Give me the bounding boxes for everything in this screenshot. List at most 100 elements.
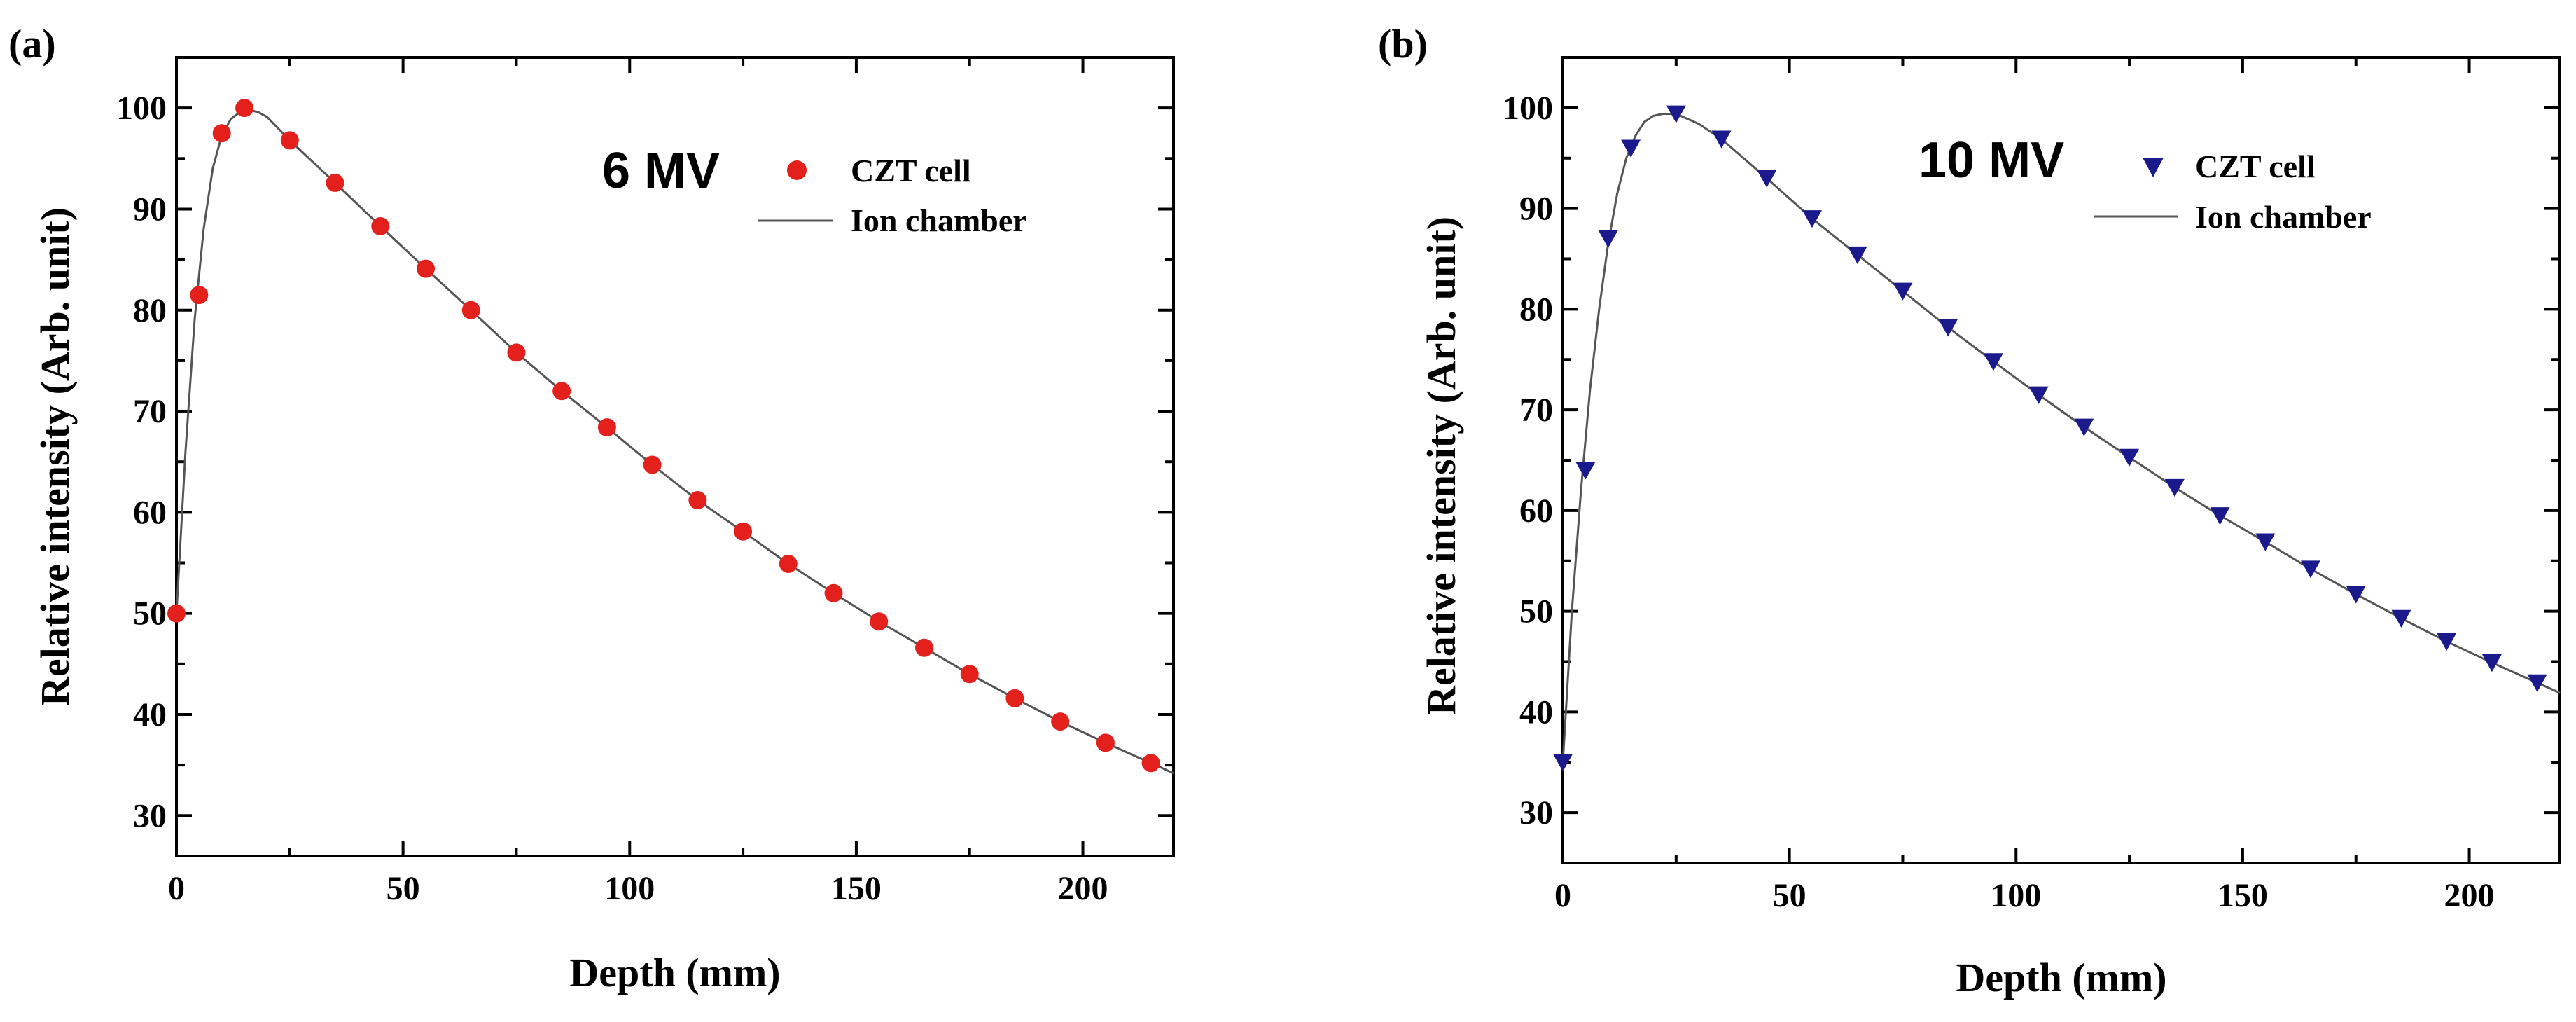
y-tick-label: 30 bbox=[1519, 794, 1553, 831]
czt-data-point bbox=[915, 638, 933, 657]
panel-b-label: (b) bbox=[1378, 21, 1428, 67]
czt-data-point bbox=[1141, 754, 1160, 773]
czt-data-point bbox=[1757, 170, 1777, 188]
panel-a-czt-markers bbox=[167, 99, 1160, 773]
czt-data-point bbox=[2346, 586, 2366, 604]
czt-data-point bbox=[734, 522, 753, 541]
czt-data-point bbox=[1051, 712, 1070, 731]
czt-data-point bbox=[643, 455, 662, 474]
panel-b-energy-label: 10 MV bbox=[1919, 132, 2064, 188]
czt-data-point bbox=[1938, 319, 1958, 337]
czt-data-point bbox=[1802, 210, 1822, 228]
czt-data-point bbox=[1621, 139, 1641, 158]
panel-b-x-axis-title: Depth (mm) bbox=[1956, 955, 2166, 1000]
czt-data-point bbox=[212, 124, 231, 143]
czt-data-point bbox=[2527, 674, 2547, 692]
x-tick-label: 150 bbox=[2218, 877, 2268, 914]
chart-panel-a: (a) 0 50 100 150 200 30 40 50 60 70 80 90 100 6 MV C… bbox=[8, 21, 1175, 995]
y-tick-label: 50 bbox=[1519, 593, 1553, 630]
y-tick-label: 40 bbox=[1519, 693, 1553, 731]
y-tick-label: 60 bbox=[133, 494, 167, 531]
czt-data-point bbox=[779, 554, 798, 573]
czt-data-point bbox=[1983, 353, 2003, 371]
czt-data-point bbox=[1893, 282, 1913, 301]
y-tick-label: 100 bbox=[116, 90, 167, 127]
panel-b-y-axis-title: Relative intensity (Arb. unit) bbox=[1419, 216, 1464, 715]
czt-data-point bbox=[1575, 462, 1596, 480]
czt-data-point bbox=[167, 604, 186, 623]
panel-a-legend-czt-label: CZT cell bbox=[851, 153, 971, 188]
panel-a-energy-label: 6 MV bbox=[602, 143, 720, 199]
czt-data-point bbox=[870, 612, 889, 631]
y-tick-label: 90 bbox=[1519, 191, 1553, 228]
czt-data-point bbox=[1711, 130, 1732, 149]
czt-data-point bbox=[1553, 754, 1573, 772]
czt-data-point bbox=[824, 583, 843, 602]
y-tick-label: 70 bbox=[1519, 392, 1553, 429]
panel-b-legend: CZT cell Ion chamber bbox=[2094, 149, 2372, 235]
y-tick-label: 50 bbox=[133, 595, 167, 633]
czt-data-point bbox=[597, 418, 616, 437]
czt-data-point bbox=[2437, 633, 2457, 651]
x-tick-label: 200 bbox=[2444, 877, 2495, 914]
czt-data-point bbox=[1005, 689, 1024, 707]
panel-b-ion-chamber-line bbox=[1561, 113, 2561, 763]
x-tick-label: 150 bbox=[831, 870, 882, 907]
panel-a-tick-labels: 0 50 100 150 200 30 40 50 60 70 80 90 100 bbox=[116, 90, 1108, 907]
czt-data-point bbox=[2074, 418, 2094, 436]
czt-data-point bbox=[280, 131, 299, 150]
panel-a-legend-czt-marker bbox=[787, 160, 807, 180]
czt-data-point bbox=[552, 382, 571, 401]
y-tick-label: 70 bbox=[133, 393, 167, 430]
x-tick-label: 0 bbox=[1554, 877, 1571, 914]
czt-data-point bbox=[1096, 733, 1115, 752]
y-tick-label: 80 bbox=[133, 292, 167, 329]
panel-b-legend-czt-label: CZT cell bbox=[2195, 149, 2316, 184]
czt-data-point bbox=[2391, 609, 2411, 628]
panel-b-ticks bbox=[1561, 56, 2560, 863]
panel-a-plot-frame bbox=[175, 56, 1175, 857]
czt-data-point bbox=[960, 665, 979, 684]
panel-b-czt-markers bbox=[1553, 105, 2547, 772]
y-tick-label: 60 bbox=[1519, 492, 1553, 530]
panel-a-y-axis-title: Relative intensity (Arb. unit) bbox=[32, 207, 78, 706]
y-tick-label: 40 bbox=[133, 696, 167, 733]
panel-b-legend-czt-marker bbox=[2143, 158, 2164, 177]
czt-data-point bbox=[2028, 386, 2049, 404]
czt-data-point bbox=[371, 216, 390, 235]
panel-a-label: (a) bbox=[8, 21, 56, 67]
panel-b-tick-labels: 0 50 100 150 200 30 40 50 60 70 80 90 100 bbox=[1503, 90, 2495, 914]
czt-data-point bbox=[2481, 654, 2502, 672]
czt-data-point bbox=[235, 99, 254, 118]
x-tick-label: 0 bbox=[168, 870, 185, 907]
czt-data-point bbox=[2210, 507, 2230, 525]
y-tick-label: 90 bbox=[133, 191, 167, 228]
czt-data-point bbox=[2164, 478, 2185, 497]
czt-data-point bbox=[326, 173, 344, 192]
x-tick-label: 200 bbox=[1058, 870, 1108, 907]
czt-data-point bbox=[1666, 105, 1686, 123]
czt-data-point bbox=[417, 259, 435, 278]
panel-a-ticks bbox=[175, 56, 1174, 856]
czt-data-point bbox=[461, 301, 480, 319]
panel-a-legend-ion-label: Ion chamber bbox=[851, 202, 1027, 238]
czt-data-point bbox=[2119, 448, 2140, 467]
panel-b-legend-ion-label: Ion chamber bbox=[2195, 199, 2372, 235]
czt-data-point bbox=[2301, 560, 2320, 579]
czt-data-point bbox=[2255, 533, 2276, 551]
czt-data-point bbox=[688, 491, 707, 510]
panel-a-legend: CZT cell Ion chamber bbox=[758, 153, 1027, 238]
czt-data-point bbox=[1847, 246, 1867, 265]
y-tick-label: 100 bbox=[1503, 90, 1553, 127]
y-tick-label: 80 bbox=[1519, 291, 1553, 328]
x-tick-label: 50 bbox=[387, 870, 420, 907]
panel-a-x-axis-title: Depth (mm) bbox=[569, 950, 780, 995]
x-tick-label: 100 bbox=[1991, 877, 2041, 914]
czt-data-point bbox=[190, 286, 209, 305]
czt-data-point bbox=[507, 343, 526, 362]
x-tick-label: 50 bbox=[1773, 877, 1806, 914]
x-tick-label: 100 bbox=[604, 870, 655, 907]
y-tick-label: 30 bbox=[133, 797, 167, 834]
